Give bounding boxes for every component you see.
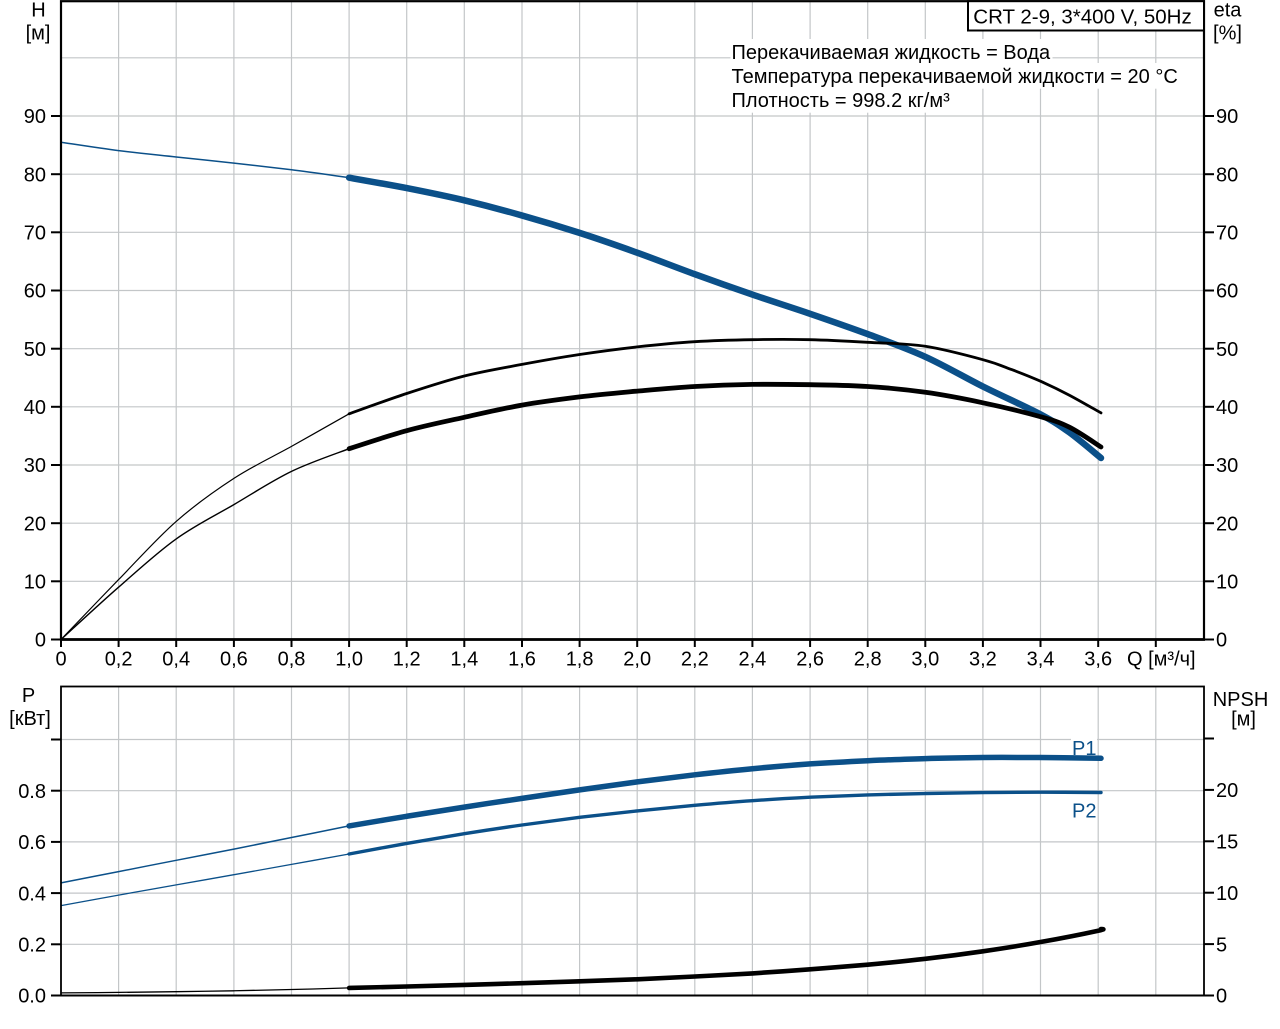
svg-text:3,0: 3,0 — [911, 649, 939, 671]
svg-text:Перекачиваемая жидкость = Вода: Перекачиваемая жидкость = Вода — [732, 42, 1052, 64]
svg-text:0,6: 0,6 — [220, 649, 248, 671]
svg-text:3,6: 3,6 — [1084, 649, 1112, 671]
svg-text:60: 60 — [24, 281, 46, 303]
svg-text:1,2: 1,2 — [393, 649, 421, 671]
svg-text:50: 50 — [24, 339, 46, 361]
svg-text:30: 30 — [1216, 455, 1238, 477]
svg-text:3,4: 3,4 — [1027, 649, 1055, 671]
svg-text:1,4: 1,4 — [450, 649, 478, 671]
svg-text:NPSH: NPSH — [1213, 689, 1269, 711]
svg-text:5: 5 — [1216, 934, 1227, 956]
svg-text:2,0: 2,0 — [623, 649, 651, 671]
svg-text:[кВт]: [кВт] — [9, 708, 51, 730]
svg-text:90: 90 — [1216, 106, 1238, 128]
svg-text:40: 40 — [1216, 397, 1238, 419]
svg-text:0: 0 — [1216, 630, 1227, 652]
svg-text:0: 0 — [35, 630, 46, 652]
svg-text:1,6: 1,6 — [508, 649, 536, 671]
svg-text:10: 10 — [1216, 572, 1238, 594]
svg-text:eta: eta — [1214, 0, 1243, 22]
svg-text:70: 70 — [1216, 223, 1238, 245]
svg-text:80: 80 — [1216, 164, 1238, 186]
svg-text:0.6: 0.6 — [18, 832, 46, 854]
svg-text:[%]: [%] — [1213, 23, 1242, 45]
svg-text:20: 20 — [1216, 780, 1238, 802]
svg-text:P2: P2 — [1072, 801, 1096, 823]
svg-text:0.2: 0.2 — [18, 935, 46, 957]
svg-text:10: 10 — [24, 572, 46, 594]
svg-text:70: 70 — [24, 223, 46, 245]
svg-text:H: H — [31, 0, 45, 22]
svg-text:2,8: 2,8 — [854, 649, 882, 671]
svg-text:P1: P1 — [1072, 738, 1096, 760]
svg-text:40: 40 — [24, 397, 46, 419]
svg-text:90: 90 — [24, 106, 46, 128]
svg-text:[м]: [м] — [1231, 709, 1256, 731]
svg-text:50: 50 — [1216, 339, 1238, 361]
svg-text:2,6: 2,6 — [796, 649, 824, 671]
svg-text:P: P — [22, 685, 35, 707]
svg-text:3,2: 3,2 — [969, 649, 997, 671]
svg-text:Плотность = 998.2 кг/м³: Плотность = 998.2 кг/м³ — [732, 90, 951, 112]
svg-text:Q [м³/ч]: Q [м³/ч] — [1127, 649, 1196, 671]
svg-text:[м]: [м] — [26, 23, 51, 45]
svg-text:30: 30 — [24, 455, 46, 477]
svg-text:0,8: 0,8 — [278, 649, 306, 671]
svg-text:15: 15 — [1216, 832, 1238, 854]
svg-text:20: 20 — [24, 513, 46, 535]
svg-text:1,0: 1,0 — [335, 649, 363, 671]
svg-text:0.4: 0.4 — [18, 883, 46, 905]
svg-text:0: 0 — [55, 649, 66, 671]
svg-text:1,8: 1,8 — [566, 649, 594, 671]
svg-text:80: 80 — [24, 164, 46, 186]
svg-text:0.8: 0.8 — [18, 781, 46, 803]
svg-text:0: 0 — [1216, 986, 1227, 1008]
svg-text:10: 10 — [1216, 883, 1238, 905]
svg-text:2,2: 2,2 — [681, 649, 709, 671]
svg-text:Температура перекачиваемой жид: Температура перекачиваемой жидкости = 20… — [732, 66, 1178, 88]
svg-text:0.0: 0.0 — [18, 986, 46, 1008]
svg-text:60: 60 — [1216, 281, 1238, 303]
svg-text:2,4: 2,4 — [738, 649, 766, 671]
svg-text:20: 20 — [1216, 513, 1238, 535]
svg-text:0,4: 0,4 — [162, 649, 190, 671]
svg-text:CRT 2-9, 3*400 V, 50Hz: CRT 2-9, 3*400 V, 50Hz — [973, 6, 1191, 29]
svg-text:0,2: 0,2 — [105, 649, 133, 671]
